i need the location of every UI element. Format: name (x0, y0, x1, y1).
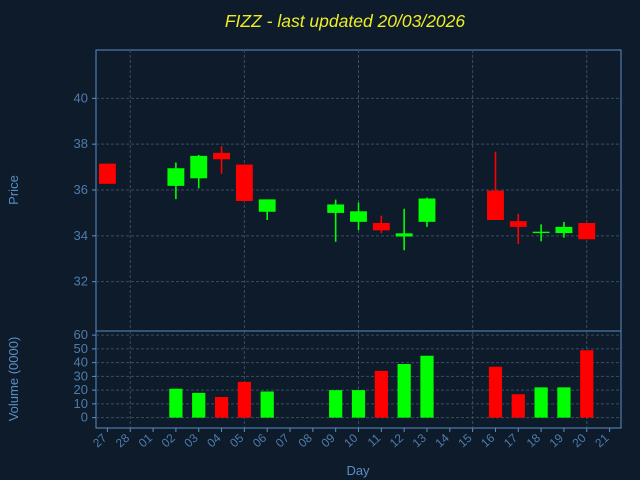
svg-text:0: 0 (81, 410, 88, 425)
svg-text:50: 50 (74, 341, 88, 356)
svg-text:Day: Day (346, 463, 370, 478)
svg-text:38: 38 (74, 136, 88, 151)
svg-text:36: 36 (74, 182, 88, 197)
svg-text:10: 10 (74, 396, 88, 411)
svg-text:32: 32 (74, 274, 88, 289)
svg-text:FIZZ - last updated 20/03/2026: FIZZ - last updated 20/03/2026 (225, 11, 466, 31)
svg-text:60: 60 (74, 327, 88, 342)
svg-text:34: 34 (74, 228, 88, 243)
svg-text:30: 30 (74, 368, 88, 383)
svg-text:Price: Price (6, 175, 21, 205)
svg-text:40: 40 (74, 90, 88, 105)
svg-text:Volume (0000): Volume (0000) (6, 337, 21, 422)
svg-text:20: 20 (74, 382, 88, 397)
svg-text:40: 40 (74, 355, 88, 370)
